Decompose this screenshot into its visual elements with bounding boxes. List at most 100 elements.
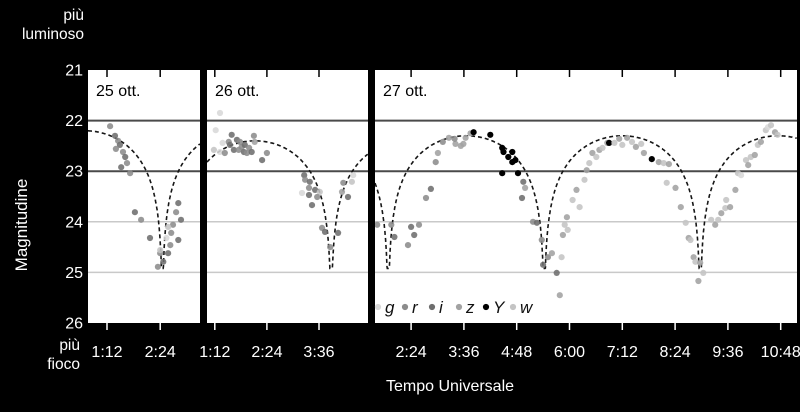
data-point-i — [518, 194, 526, 202]
data-point-w — [581, 176, 588, 183]
data-point-w — [586, 160, 593, 167]
data-point-r — [538, 236, 545, 244]
data-point-r — [305, 184, 313, 191]
data-point-z — [677, 204, 684, 211]
data-point-r — [127, 170, 134, 177]
data-point-z — [697, 259, 704, 266]
panel-2 — [207, 109, 368, 270]
data-point-z — [452, 140, 459, 147]
data-point-w — [723, 196, 730, 204]
data-point-z — [589, 149, 596, 157]
panel-separator-1 — [200, 67, 207, 326]
fainter-annotation: più fioco — [47, 337, 80, 373]
x-axis-title: Tempo Universale — [385, 378, 515, 395]
data-point-z — [672, 184, 679, 191]
data-point-r — [404, 242, 412, 249]
data-point-i — [131, 209, 138, 216]
data-point-w — [210, 146, 217, 153]
data-point-w — [558, 254, 565, 261]
data-point-z — [338, 188, 346, 195]
data-point-w — [692, 258, 699, 265]
legend-dot-Y — [482, 303, 490, 311]
data-point-i — [408, 223, 415, 230]
data-point-z — [559, 231, 567, 239]
x-tick-label: 1:12 — [91, 344, 122, 361]
data-point-g — [298, 189, 306, 197]
data-point-w — [682, 219, 689, 226]
data-point-Y — [509, 148, 516, 156]
data-point-r — [154, 263, 161, 270]
data-point-i — [160, 258, 167, 265]
data-point-i — [308, 202, 316, 209]
panel-1 — [88, 123, 200, 270]
x-tick-label: 8:24 — [660, 344, 691, 361]
data-point-r — [415, 221, 423, 228]
data-point-r — [451, 135, 458, 142]
data-point-r — [250, 132, 257, 139]
data-point-z — [583, 167, 590, 174]
data-point-r — [340, 179, 347, 186]
data-point-Y — [512, 157, 519, 164]
data-point-w — [767, 122, 775, 129]
data-point-z — [462, 134, 469, 141]
y-tick-label: 25 — [65, 265, 83, 282]
data-point-z — [616, 135, 623, 142]
panel-date-label: 27 ott. — [383, 83, 427, 100]
data-point-i — [146, 234, 154, 242]
panel-3 — [375, 122, 797, 299]
data-point-r — [123, 160, 131, 167]
data-point-i — [248, 148, 255, 156]
data-point-r — [236, 138, 244, 145]
data-point-i — [175, 236, 182, 244]
data-point-i — [540, 261, 547, 268]
legend-label-Y: Y — [493, 298, 506, 317]
data-point-Y — [470, 129, 477, 136]
legend-dot-z — [455, 303, 463, 311]
data-point-z — [548, 250, 556, 257]
data-point-i — [177, 216, 185, 223]
data-point-w — [687, 236, 694, 244]
y-tick-label: 26 — [65, 316, 83, 333]
data-point-i — [241, 141, 248, 148]
data-point-z — [757, 138, 765, 145]
data-point-i — [165, 250, 172, 257]
data-point-i — [321, 228, 329, 235]
legend-dot-r — [401, 303, 409, 311]
y-tick-label: 21 — [65, 63, 83, 80]
data-point-w — [722, 205, 729, 212]
data-point-r — [544, 254, 552, 261]
data-point-z — [732, 186, 739, 193]
x-tick-label: 3:36 — [303, 344, 334, 361]
data-point-i — [305, 191, 313, 199]
data-point-i — [306, 178, 313, 185]
data-point-r — [375, 221, 381, 228]
data-point-i — [230, 146, 237, 153]
data-point-w — [348, 178, 355, 185]
data-point-z — [695, 277, 702, 285]
model-curve — [207, 140, 368, 270]
data-point-i — [111, 132, 119, 139]
legend-dot-i — [428, 303, 436, 311]
x-tick-label: 3:36 — [448, 344, 479, 361]
data-point-w — [611, 139, 618, 146]
data-point-z — [751, 151, 758, 159]
data-point-Y — [499, 170, 506, 177]
data-point-w — [316, 188, 323, 195]
data-point-Y — [500, 148, 507, 156]
data-point-w — [576, 204, 583, 211]
data-point-r — [173, 209, 180, 216]
data-point-z — [563, 214, 571, 221]
legend-label-i: i — [439, 298, 444, 317]
data-point-w — [700, 269, 707, 276]
data-point-i — [427, 185, 434, 192]
data-point-i — [116, 141, 123, 148]
data-point-w — [599, 144, 606, 151]
data-point-w — [663, 179, 670, 186]
data-point-w — [628, 138, 636, 145]
data-point-r — [302, 176, 309, 183]
data-point-z — [445, 134, 452, 141]
x-tick-label: 6:00 — [554, 344, 585, 361]
data-point-r — [388, 221, 395, 228]
data-point-z — [665, 161, 673, 168]
data-point-r — [243, 149, 250, 157]
